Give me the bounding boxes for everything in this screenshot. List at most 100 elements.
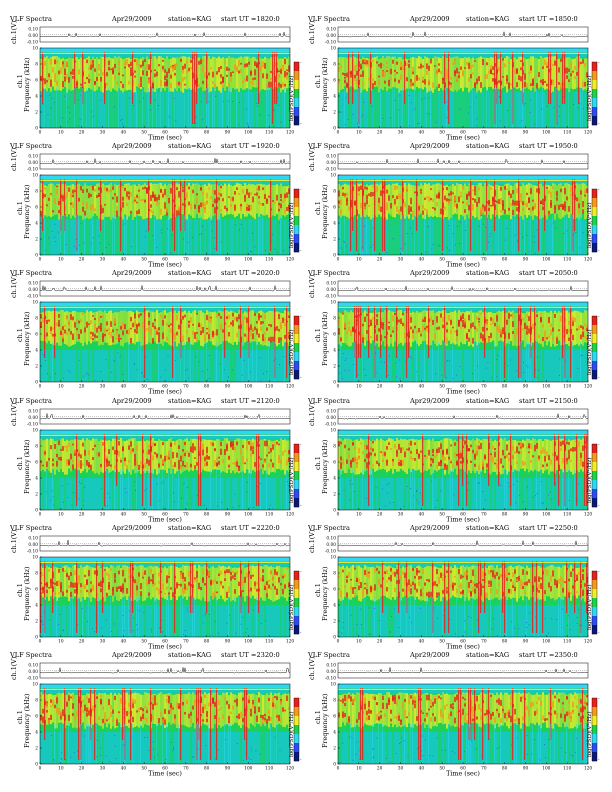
spectrogram-speck [476, 118, 478, 120]
spectrogram-cell [98, 311, 101, 350]
spectrogram-cell [56, 215, 59, 255]
spectrogram-cell [162, 350, 165, 382]
instrument-label: VLF Spectra [9, 142, 52, 150]
spectrogram-cell [406, 63, 409, 66]
spectrogram-speck [82, 375, 84, 377]
spectrogram-cell [514, 215, 515, 255]
spectrogram-cell [464, 67, 467, 69]
spectrogram-cell [376, 319, 379, 326]
spectrogram-cell [226, 207, 229, 212]
spectrogram-cell [86, 188, 89, 193]
spectrogram-speck [384, 228, 386, 229]
spectrogram-cell [220, 316, 223, 319]
spectrogram-cell [108, 57, 111, 91]
spectrogram-cell [526, 204, 529, 208]
spectrogram-cell [486, 327, 489, 331]
spectrogram-cell [234, 312, 237, 343]
spectrogram-cell [462, 88, 465, 128]
spectrogram-cell [404, 350, 407, 382]
spectrogram-cell [506, 319, 509, 325]
date-label: Apr29/2009 [409, 142, 450, 150]
spectrogram-cell [184, 314, 187, 318]
spectrogram-cell [422, 204, 425, 209]
spectrogram-cell [452, 88, 455, 128]
time-tick-label: 0 [39, 258, 42, 263]
spectrogram-cell [346, 311, 349, 345]
spectrogram-cell [462, 185, 465, 190]
spectrogram-cell [432, 215, 435, 255]
spectrogram-cell [496, 88, 499, 128]
spectrogram-cell [126, 311, 129, 343]
spectrogram-cell [528, 71, 531, 74]
spectrogram-cell [138, 64, 141, 67]
colorbar-segment [592, 71, 597, 81]
spectrogram-cell [68, 57, 71, 92]
spectrogram-cell [98, 192, 101, 197]
spectrogram-cell [484, 183, 487, 215]
spectrogram-cell [166, 195, 169, 198]
spectrogram-cell [418, 215, 421, 255]
spectrogram-cell [150, 88, 153, 128]
sferic-streak [544, 179, 546, 231]
voltage-tick-label: -0.10 [325, 41, 336, 46]
spectrogram-cell [60, 215, 63, 255]
spectrogram-cell [96, 76, 99, 82]
spectrogram-cell [284, 210, 287, 214]
spectrogram-cell [142, 350, 145, 382]
spectrogram-speck [131, 246, 132, 248]
spectrogram-cell [368, 88, 371, 128]
spectrogram-cell [56, 185, 59, 188]
spectrogram-cell [62, 310, 65, 341]
spectrogram-cell [64, 446, 67, 448]
spectrogram-cell [564, 215, 565, 255]
spectrogram-cell [460, 191, 463, 194]
spectrogram-cell [496, 311, 499, 350]
spectrogram-cell [84, 183, 87, 219]
spectrogram-cell [86, 88, 87, 128]
spectrogram-cell [226, 66, 229, 71]
spectrogram-cell [566, 350, 569, 382]
spectrogram-cell [396, 215, 399, 255]
spectrogram-cell [176, 331, 179, 336]
spectrogram-speck [167, 355, 169, 357]
spectrogram-cell [70, 314, 73, 320]
spectrogram-cell [144, 59, 147, 62]
spectrogram-cell [462, 313, 465, 319]
spectrogram-cell [76, 311, 79, 350]
spectrogram-cell [104, 215, 105, 255]
spectrogram-cell [222, 83, 225, 88]
spectrogram-cell [70, 184, 73, 219]
spectrogram-cell [504, 88, 507, 128]
spectrogram-cell [404, 324, 407, 329]
spectrogram-cell [50, 330, 53, 335]
spectrogram-cell [44, 478, 47, 510]
spectrogram-cell [136, 323, 139, 330]
time-tick-label: 10 [356, 385, 362, 390]
spectrogram-cell [586, 72, 589, 78]
spectrogram-speck [241, 374, 243, 376]
spectrogram-cell [474, 60, 477, 62]
spectrogram-cell [64, 215, 65, 255]
spectrogram-cell [374, 57, 377, 87]
spectrogram-cell [366, 194, 369, 200]
spectrogram-cell [236, 88, 237, 128]
spectrogram-cell [414, 76, 417, 83]
spectrogram-speck [469, 106, 471, 108]
voltage-axis-label: ch.1(V) [10, 148, 18, 171]
freq-tick-label: 8 [333, 317, 336, 322]
spectrogram-cell [102, 312, 105, 346]
spectrogram-cell [106, 478, 109, 510]
spectrogram-cell [468, 205, 471, 211]
spectrogram-cell [480, 332, 483, 339]
time-tick-label: 10 [58, 258, 64, 263]
spectrogram-speck [388, 375, 390, 376]
spectrogram-cell [188, 337, 191, 343]
spectrogram-cell [344, 88, 345, 128]
spectrogram-cell [156, 330, 159, 335]
spectrogram-cell [102, 311, 105, 350]
spectrogram-cell [128, 183, 131, 217]
spectrogram-cell [88, 185, 91, 219]
spectrogram-speck [490, 233, 492, 235]
spectrogram-cell [70, 57, 73, 92]
spectrogram-cell [54, 215, 57, 255]
